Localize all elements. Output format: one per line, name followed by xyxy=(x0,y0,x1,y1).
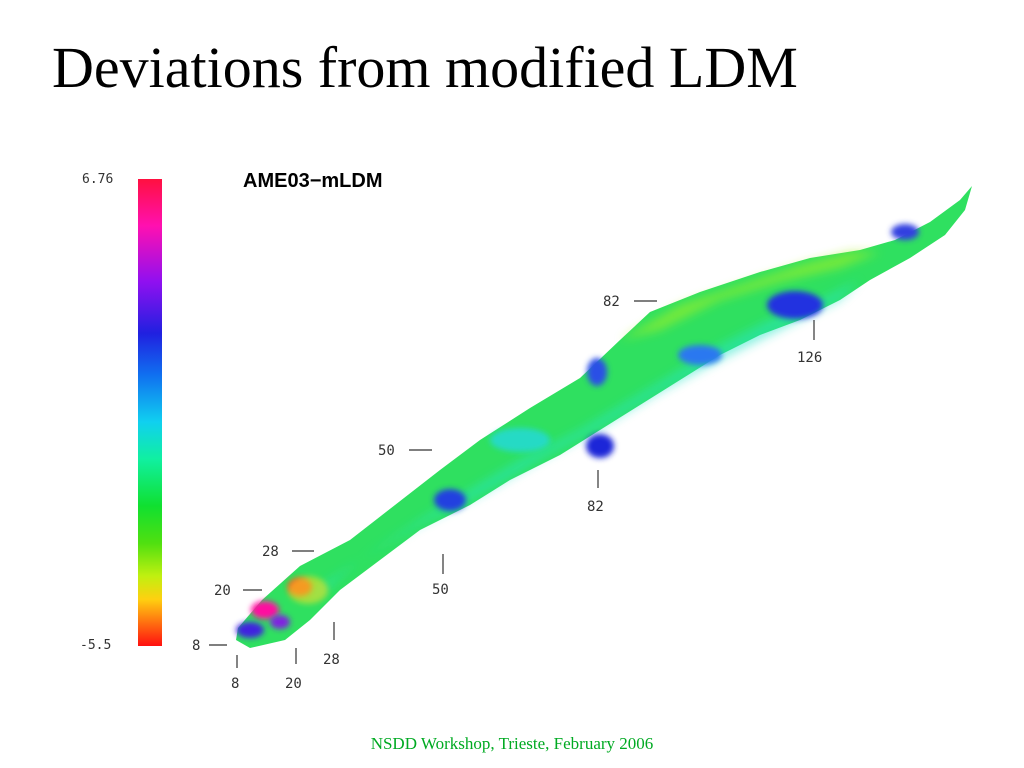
annotation-labels: 8 8 20 20 28 28 50 50 82 82 126 xyxy=(192,294,822,692)
label-28-v: 28 xyxy=(323,652,340,668)
deviation-hotspots xyxy=(236,224,919,638)
hotspot-blue-82b xyxy=(587,358,607,386)
hotspot-blue-126 xyxy=(767,291,823,319)
label-126-v: 126 xyxy=(797,350,822,366)
hotspot-cyan-mid xyxy=(490,428,550,452)
label-20-h: 20 xyxy=(214,583,231,599)
hotspot-purple-20 xyxy=(270,615,290,629)
hotspot-yellow-28 xyxy=(288,576,328,604)
annotation-ticks xyxy=(209,300,815,668)
slide-title: Deviations from modified LDM xyxy=(52,35,798,100)
label-50-h: 50 xyxy=(378,443,395,459)
band-yellow-edge xyxy=(620,252,880,340)
label-20-v: 20 xyxy=(285,676,302,692)
colorbar-max-label: 6.76 xyxy=(82,172,114,187)
label-82-h: 82 xyxy=(603,294,620,310)
hotspot-blue-upper xyxy=(891,224,919,240)
label-8-v: 8 xyxy=(231,676,239,692)
colorbar xyxy=(138,179,162,646)
hotspot-magenta-20 xyxy=(251,601,279,619)
hotspot-blue-50 xyxy=(434,489,466,511)
colorbar-min-label: -5.5 xyxy=(80,638,112,653)
label-50-v: 50 xyxy=(432,582,449,598)
chart-title: AME03−mLDM xyxy=(243,170,383,192)
hotspot-blue-82a xyxy=(586,434,614,458)
label-28-h: 28 xyxy=(262,544,279,560)
band-cyan-layer xyxy=(300,280,860,600)
label-82-v: 82 xyxy=(587,499,604,515)
label-8-h: 8 xyxy=(192,638,200,654)
hotspot-blue-mid xyxy=(678,345,722,365)
nuclide-band xyxy=(236,186,972,648)
hotspot-blue-8 xyxy=(236,622,264,638)
footer: NSDD Workshop, Trieste, February 2006 xyxy=(370,734,654,753)
